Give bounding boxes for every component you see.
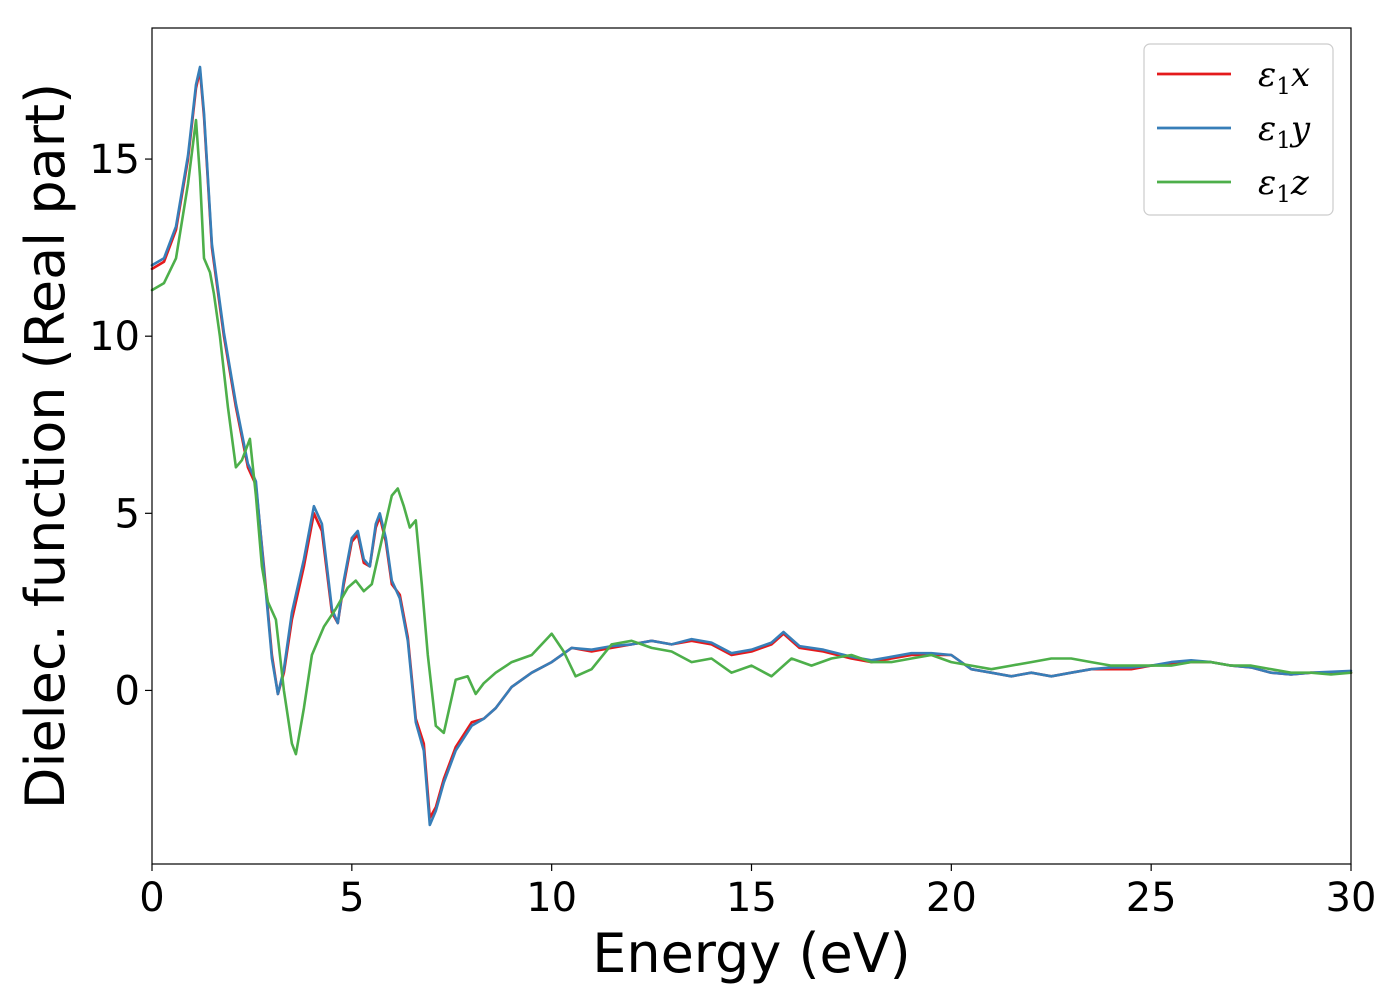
x-tick-label: 30: [1326, 875, 1377, 921]
legend-box: [1143, 43, 1334, 216]
y-axis-title: Dielec. function (Real part): [14, 83, 77, 809]
y-tick-label: 15: [89, 137, 140, 183]
y-tick-label: 0: [115, 668, 140, 714]
plot-lines: [150, 65, 1353, 827]
x-axis-ticks: 0 5 10 15 20 25 30: [139, 864, 1376, 921]
legend-label-y: ε1y: [1258, 109, 1311, 154]
series-line-z: [150, 118, 1353, 756]
legend-label-x: ε1x: [1258, 55, 1310, 100]
x-tick-label: 25: [1126, 875, 1177, 921]
x-axis-title: Energy (eV): [592, 922, 911, 985]
legend-label-z: ε1z: [1258, 163, 1310, 208]
series-line-y: [150, 65, 1353, 827]
y-tick-label: 10: [89, 314, 140, 360]
x-tick-label: 20: [926, 875, 977, 921]
x-tick-label: 10: [526, 875, 577, 921]
x-tick-label: 0: [139, 875, 164, 921]
x-tick-label: 15: [726, 875, 777, 921]
y-tick-label: 5: [115, 491, 140, 537]
legend: ε1x ε1y ε1z: [1143, 43, 1334, 216]
y-axis-ticks: 0 5 10 15: [89, 137, 152, 714]
x-tick-label: 5: [339, 875, 364, 921]
